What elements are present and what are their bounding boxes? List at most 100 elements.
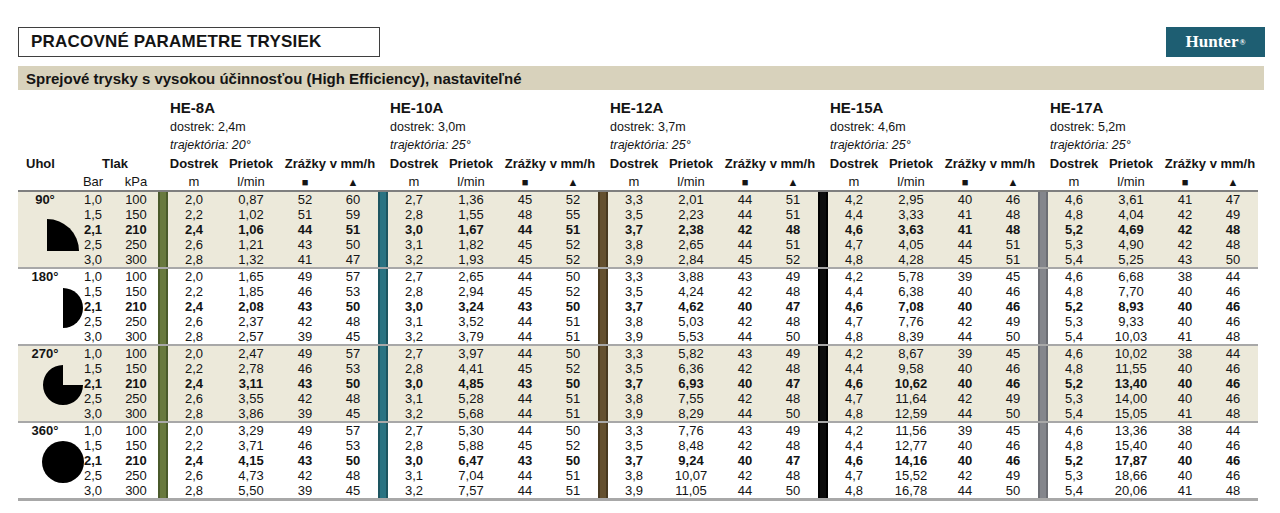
group-separator-bar bbox=[1038, 391, 1048, 406]
zrazky-triangle-value: 46 bbox=[988, 284, 1038, 299]
pressure-kpa-value: 150 bbox=[114, 438, 158, 453]
dostrek-value: 3,9 bbox=[608, 252, 660, 267]
group-separator-bar bbox=[158, 252, 168, 267]
prietok-value: 11,56 bbox=[880, 423, 942, 438]
group-separator-bar bbox=[158, 438, 168, 453]
zrazky-triangle-value: 49 bbox=[768, 269, 818, 284]
prietok-value: 1,67 bbox=[440, 222, 502, 237]
zrazky-square-value: 43 bbox=[282, 453, 328, 468]
prietok-value: 4,24 bbox=[660, 284, 722, 299]
zrazky-square-value: 44 bbox=[942, 483, 988, 498]
dostrek-value: 5,4 bbox=[1048, 252, 1100, 267]
zrazky-triangle-value: 49 bbox=[1208, 207, 1258, 222]
group-separator-bar bbox=[378, 361, 388, 376]
zrazky-triangle-value: 46 bbox=[1208, 438, 1258, 453]
zrazky-square-value: 41 bbox=[1162, 329, 1208, 344]
zrazky-square-value: 40 bbox=[1162, 468, 1208, 483]
spacer bbox=[18, 329, 72, 344]
zrazky-triangle-value: 50 bbox=[1208, 252, 1258, 267]
table-row: trajektória: 20°trajektória: 25°trajektó… bbox=[18, 136, 1258, 154]
prietok-value: 2,23 bbox=[660, 207, 722, 222]
dostrek-value: 2,2 bbox=[168, 284, 220, 299]
column-header-tlak: Tlak bbox=[72, 154, 158, 173]
dostrek-value: 4,4 bbox=[828, 361, 880, 376]
angle-label: 180° bbox=[18, 269, 72, 284]
hunter-logo-text: Hunter bbox=[1186, 32, 1239, 52]
angle-360-icon bbox=[40, 439, 86, 485]
zrazky-square-value: 40 bbox=[942, 299, 988, 314]
prietok-value: 2,78 bbox=[220, 361, 282, 376]
prietok-value: 1,21 bbox=[220, 237, 282, 252]
zrazky-square-value: 42 bbox=[722, 284, 768, 299]
zrazky-triangle-value: 57 bbox=[328, 346, 378, 361]
nozzle-trajectory: trajektória: 25° bbox=[818, 136, 1038, 154]
zrazky-square-value: 42 bbox=[282, 314, 328, 329]
zrazky-square-value: 45 bbox=[502, 361, 548, 376]
zrazky-square-value: 41 bbox=[1162, 406, 1208, 421]
zrazky-square-value: 44 bbox=[942, 329, 988, 344]
prietok-value: 16,78 bbox=[880, 483, 942, 498]
group-separator-bar bbox=[1038, 361, 1048, 376]
zrazky-square-value: 40 bbox=[1162, 391, 1208, 406]
nozzle-parameters-page: PRACOVNÉ PARAMETRE TRYSIEK Hunter® Sprej… bbox=[0, 0, 1280, 513]
group-separator-bar bbox=[378, 468, 388, 483]
zrazky-square-value: 41 bbox=[942, 222, 988, 237]
dostrek-value: 2,8 bbox=[388, 284, 440, 299]
prietok-value: 13,40 bbox=[1100, 376, 1162, 391]
spacer bbox=[18, 252, 72, 267]
column-header-prietok: Prietok bbox=[220, 154, 282, 173]
group-separator-bar bbox=[1038, 376, 1048, 391]
unit-lmin: l/min bbox=[440, 173, 502, 190]
dostrek-value: 3,1 bbox=[388, 237, 440, 252]
zrazky-triangle-value: 50 bbox=[328, 453, 378, 468]
pressure-bar-value: 3,0 bbox=[72, 252, 114, 267]
spacer bbox=[18, 136, 158, 154]
dostrek-value: 4,6 bbox=[1048, 346, 1100, 361]
dostrek-value: 4,8 bbox=[828, 406, 880, 421]
prietok-value: 12,77 bbox=[880, 438, 942, 453]
group-separator-bar bbox=[158, 314, 168, 329]
prietok-value: 4,62 bbox=[660, 299, 722, 314]
square-symbol: ■ bbox=[1162, 173, 1208, 190]
dostrek-value: 2,4 bbox=[168, 453, 220, 468]
pressure-kpa-value: 250 bbox=[114, 237, 158, 252]
group-separator-bar bbox=[818, 299, 828, 314]
prietok-value: 14,00 bbox=[1100, 391, 1162, 406]
pressure-kpa-value: 300 bbox=[114, 252, 158, 267]
zrazky-triangle-value: 50 bbox=[548, 346, 598, 361]
group-separator-bar bbox=[378, 314, 388, 329]
zrazky-triangle-value: 50 bbox=[328, 376, 378, 391]
zrazky-triangle-value: 51 bbox=[548, 406, 598, 421]
column-header-zrazky: Zrážky v mm/h bbox=[282, 154, 378, 173]
group-separator-bar bbox=[598, 406, 608, 421]
unit-m: m bbox=[828, 173, 880, 190]
dostrek-value: 3,0 bbox=[388, 299, 440, 314]
dostrek-value: 4,2 bbox=[828, 192, 880, 207]
group-separator-bar bbox=[158, 192, 168, 207]
zrazky-triangle-value: 48 bbox=[988, 207, 1038, 222]
nozzle-range: dostrek: 2,4m bbox=[158, 118, 378, 136]
zrazky-square-value: 49 bbox=[282, 269, 328, 284]
dostrek-value: 5,2 bbox=[1048, 376, 1100, 391]
zrazky-square-value: 44 bbox=[502, 391, 548, 406]
zrazky-triangle-value: 46 bbox=[1208, 314, 1258, 329]
prietok-value: 3,63 bbox=[880, 222, 942, 237]
zrazky-triangle-value: 45 bbox=[988, 346, 1038, 361]
group-separator-bar bbox=[598, 423, 608, 438]
zrazky-triangle-value: 46 bbox=[988, 361, 1038, 376]
group-separator-bar bbox=[378, 423, 388, 438]
dostrek-value: 4,7 bbox=[828, 314, 880, 329]
zrazky-square-value: 42 bbox=[1162, 237, 1208, 252]
zrazky-square-value: 49 bbox=[282, 423, 328, 438]
nozzle-range: dostrek: 5,2m bbox=[1038, 118, 1258, 136]
zrazky-square-value: 43 bbox=[722, 269, 768, 284]
group-separator-bar bbox=[598, 192, 608, 207]
group-separator-bar bbox=[598, 391, 608, 406]
pressure-kpa-value: 250 bbox=[114, 468, 158, 483]
prietok-value: 12,59 bbox=[880, 406, 942, 421]
table-row: dostrek: 2,4mdostrek: 3,0mdostrek: 3,7md… bbox=[18, 118, 1258, 136]
prietok-value: 7,76 bbox=[660, 423, 722, 438]
zrazky-square-value: 46 bbox=[282, 438, 328, 453]
subtitle-text: Sprejové trysky s vysokou účinnosťou (Hi… bbox=[26, 70, 522, 87]
zrazky-square-value: 42 bbox=[722, 314, 768, 329]
